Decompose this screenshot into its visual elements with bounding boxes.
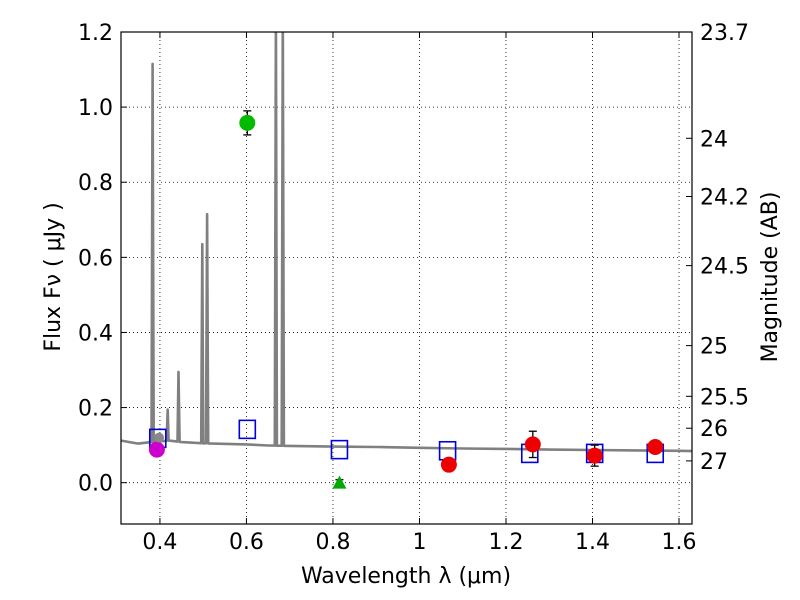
x-tick-label: 1.2 — [488, 530, 523, 555]
y2-tick-label: 24.5 — [700, 255, 749, 280]
observed-point — [440, 456, 457, 473]
y-tick-label: 1.0 — [78, 96, 113, 121]
y2-tick-label: 24 — [700, 127, 728, 152]
y-tick-label: 0.6 — [78, 246, 113, 271]
y2-tick-label: 24.2 — [700, 186, 749, 211]
model-photometry-square — [238, 419, 257, 440]
plot-frame — [120, 31, 693, 525]
y-axis-label: Flux Fν ( μJy ) — [41, 202, 66, 351]
axes: 0.4 0.6 0.8 1 1.2 1.4 1.6 0.0 0.2 0.4 0.6 0.8 1.0 1.2… — [78, 21, 749, 555]
observed-point — [148, 441, 165, 458]
x-axis-label: Wavelength λ (μm) — [301, 564, 511, 589]
x-tick-label: 0.8 — [315, 530, 350, 555]
observed-point-triangle — [332, 475, 347, 489]
observed-point — [524, 436, 541, 453]
observed-point — [239, 114, 256, 131]
y-tick-label: 0.8 — [78, 171, 113, 196]
observed-point — [647, 439, 664, 456]
y2-tick-label: 27 — [700, 450, 728, 475]
y2-tick-label: 26 — [700, 417, 728, 442]
observed-point — [586, 447, 603, 464]
y2-tick-label: 25.5 — [700, 385, 749, 410]
y-tick-label: 0.0 — [78, 472, 113, 497]
y2-axis-label: Magnitude (AB) — [758, 192, 783, 363]
observed-point — [154, 432, 165, 443]
y-tick-label: 0.2 — [78, 397, 113, 422]
y-tick-label: 1.2 — [78, 21, 113, 46]
data-series — [121, 32, 692, 489]
x-tick-label: 1.4 — [575, 530, 610, 555]
x-tick-label: 1.6 — [662, 530, 697, 555]
x-tick-label: 0.4 — [142, 530, 177, 555]
x-tick-label: 0.6 — [229, 530, 264, 555]
model-spectrum-line — [121, 32, 692, 453]
x-tick-label: 1 — [412, 530, 426, 555]
model-photometry-square — [330, 439, 349, 460]
y-tick-label: 0.4 — [78, 321, 113, 346]
y2-tick-label: 25 — [700, 335, 728, 360]
y2-tick-label: 23.7 — [700, 21, 749, 46]
